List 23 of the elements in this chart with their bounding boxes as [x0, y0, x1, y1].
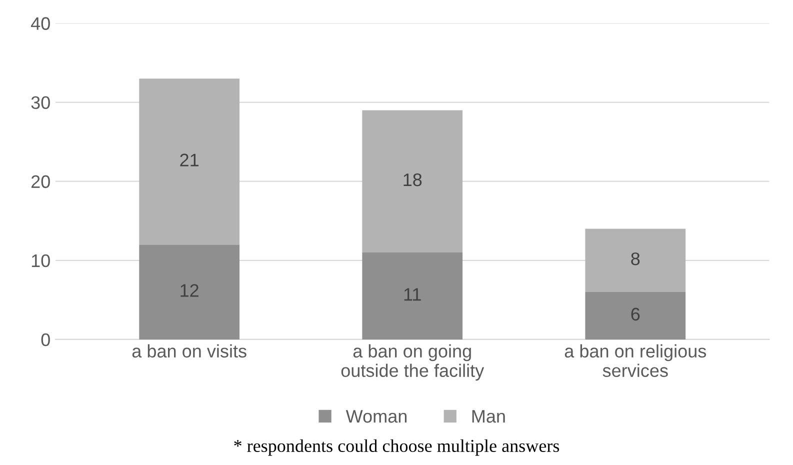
data-label: 12: [180, 284, 198, 297]
y-tick-label: 20: [31, 175, 50, 188]
y-tick-label: 0: [41, 333, 50, 346]
y-tick-label: 30: [31, 96, 50, 110]
x-tick-label: a ban on visits: [132, 344, 246, 358]
bar: [585, 292, 686, 340]
bar: [362, 252, 463, 340]
data-label: 18: [404, 173, 422, 186]
x-tick-label: a ban on going outside the facility: [341, 344, 484, 381]
bar: [362, 110, 463, 252]
legend-label: Woman: [346, 410, 407, 423]
bar: [585, 228, 686, 292]
text: * respondents could choose multiple answers: [234, 439, 560, 456]
y-tick-label: 10: [32, 254, 50, 268]
bar: [139, 244, 240, 340]
data-label: 21: [180, 154, 198, 166]
data-label: 6: [631, 308, 640, 321]
data-label: 8: [631, 252, 640, 266]
data-label: 11: [404, 288, 421, 301]
bar: [139, 78, 240, 245]
x-tick-label: a ban on religious services: [564, 344, 706, 378]
legend-label: Man: [472, 410, 505, 423]
y-tick-label: 40: [30, 17, 50, 30]
